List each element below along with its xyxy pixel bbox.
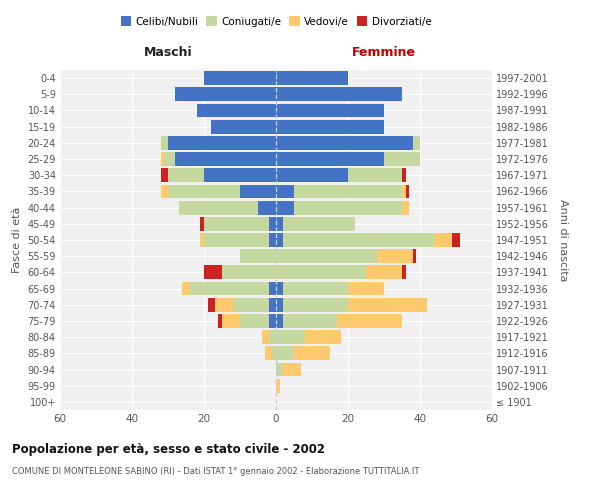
Bar (276, 298, 283, 312)
Bar (283, 233, 434, 247)
Text: Popolazione per età, sesso e stato civile - 2002: Popolazione per età, sesso e stato civil… (12, 442, 325, 456)
Bar (190, 282, 269, 296)
Bar (197, 104, 276, 118)
Bar (276, 152, 384, 166)
Bar (276, 379, 280, 392)
Bar (276, 217, 283, 230)
Bar (283, 298, 348, 312)
Bar (265, 346, 272, 360)
Bar (276, 233, 283, 247)
Bar (161, 136, 168, 149)
Bar (276, 136, 413, 149)
Bar (204, 266, 222, 280)
Text: COMUNE DI MONTELEONE SABINO (RI) - Dati ISTAT 1° gennaio 2002 - Elaborazione TUT: COMUNE DI MONTELEONE SABINO (RI) - Dati … (12, 468, 419, 476)
Bar (276, 88, 402, 101)
Bar (204, 168, 276, 182)
Bar (262, 330, 269, 344)
Bar (182, 282, 190, 296)
Bar (276, 282, 283, 296)
Bar (276, 168, 348, 182)
Bar (222, 314, 240, 328)
Bar (276, 250, 377, 263)
Bar (208, 298, 215, 312)
Bar (276, 104, 384, 118)
Bar (337, 314, 402, 328)
Bar (211, 120, 276, 134)
Bar (204, 217, 269, 230)
Y-axis label: Fasce di età: Fasce di età (12, 207, 22, 273)
Bar (269, 282, 276, 296)
Bar (283, 217, 355, 230)
Bar (348, 298, 427, 312)
Bar (276, 362, 283, 376)
Bar (168, 184, 240, 198)
Bar (366, 266, 402, 280)
Bar (384, 152, 420, 166)
Bar (348, 168, 402, 182)
Bar (283, 314, 337, 328)
Bar (222, 266, 276, 280)
Bar (406, 184, 409, 198)
Bar (200, 217, 204, 230)
Bar (276, 266, 366, 280)
Bar (240, 184, 276, 198)
Legend: Celibi/Nubili, Coniugati/e, Vedovi/e, Divorziati/e: Celibi/Nubili, Coniugati/e, Vedovi/e, Di… (116, 12, 436, 31)
Bar (294, 346, 330, 360)
Bar (402, 184, 406, 198)
Bar (168, 136, 276, 149)
Bar (269, 314, 276, 328)
Bar (168, 168, 204, 182)
Bar (240, 250, 276, 263)
Bar (164, 152, 175, 166)
Bar (175, 88, 276, 101)
Bar (161, 168, 168, 182)
Bar (161, 184, 168, 198)
Bar (452, 233, 460, 247)
Bar (269, 233, 276, 247)
Bar (233, 298, 269, 312)
Bar (272, 346, 276, 360)
Bar (294, 184, 402, 198)
Bar (269, 217, 276, 230)
Bar (377, 250, 413, 263)
Text: Maschi: Maschi (143, 46, 193, 59)
Bar (204, 71, 276, 85)
Bar (402, 200, 409, 214)
Bar (348, 282, 384, 296)
Bar (218, 314, 222, 328)
Bar (240, 314, 269, 328)
Bar (200, 233, 204, 247)
Bar (276, 200, 294, 214)
Bar (179, 200, 258, 214)
Bar (258, 200, 276, 214)
Bar (215, 298, 233, 312)
Text: Femmine: Femmine (352, 46, 416, 59)
Bar (276, 346, 294, 360)
Y-axis label: Anni di nascita: Anni di nascita (559, 198, 568, 281)
Bar (294, 200, 402, 214)
Bar (283, 362, 301, 376)
Bar (175, 152, 276, 166)
Bar (402, 266, 406, 280)
Bar (283, 282, 348, 296)
Bar (269, 298, 276, 312)
Bar (276, 120, 384, 134)
Bar (276, 184, 294, 198)
Bar (204, 233, 269, 247)
Bar (276, 314, 283, 328)
Bar (305, 330, 341, 344)
Bar (413, 250, 416, 263)
Bar (413, 136, 420, 149)
Bar (276, 330, 305, 344)
Bar (402, 168, 406, 182)
Bar (269, 330, 276, 344)
Bar (161, 152, 164, 166)
Bar (276, 71, 348, 85)
Bar (434, 233, 452, 247)
